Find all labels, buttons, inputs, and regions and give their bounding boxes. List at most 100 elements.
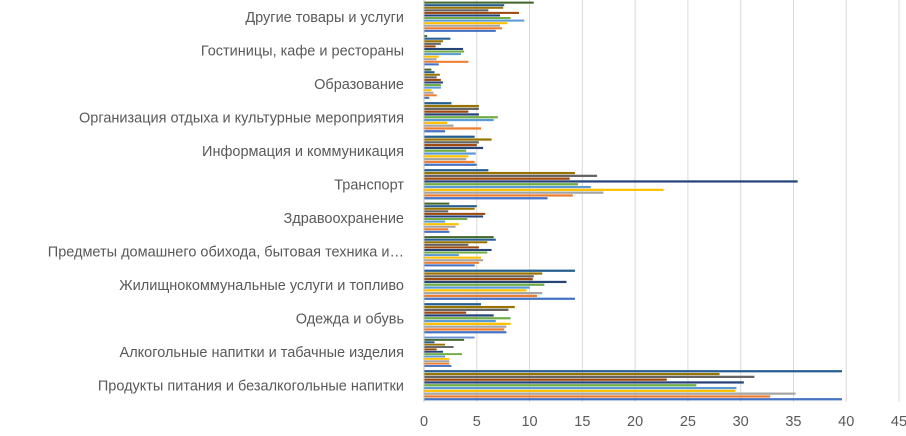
bar <box>424 63 439 66</box>
bar <box>424 283 545 286</box>
bar <box>424 124 454 127</box>
bar <box>424 197 548 200</box>
bar <box>424 6 504 9</box>
bar <box>424 116 498 119</box>
bar <box>424 360 450 363</box>
bar <box>424 395 771 398</box>
bar <box>424 47 464 50</box>
bar <box>424 372 720 376</box>
bar <box>424 348 437 351</box>
category-label: Гостиницы, кафе и рестораны <box>201 43 404 59</box>
bar <box>424 381 744 384</box>
bar <box>424 169 489 172</box>
bar <box>424 207 475 210</box>
bar <box>424 84 441 87</box>
x-tick-label: 20 <box>627 414 643 430</box>
bar <box>424 73 440 76</box>
bar <box>424 89 432 92</box>
bar <box>424 102 452 105</box>
bar <box>424 230 450 233</box>
bar <box>424 308 509 311</box>
bar <box>424 121 448 124</box>
bar <box>424 389 736 392</box>
bar <box>424 215 484 218</box>
bar <box>424 35 428 38</box>
bar <box>424 378 667 381</box>
bar <box>424 384 697 387</box>
bar <box>424 76 437 79</box>
category-label: Продукты питания и безалкогольные напитк… <box>98 378 404 394</box>
bar <box>424 305 515 309</box>
bar <box>424 319 496 323</box>
bar <box>424 269 575 272</box>
category-label: Одежда и обувь <box>296 311 404 327</box>
bar <box>424 174 598 177</box>
bar <box>424 17 511 20</box>
bar <box>424 183 579 186</box>
bar <box>424 331 507 334</box>
bar <box>424 185 591 189</box>
bar <box>424 223 459 226</box>
bar <box>424 362 450 365</box>
bar <box>424 259 484 262</box>
bar <box>424 144 477 147</box>
bar <box>424 24 500 27</box>
bar <box>424 346 454 348</box>
bar <box>424 60 469 63</box>
category-label: Транспорт <box>334 177 404 193</box>
category-labels: Продукты питания и безалкогольные напитк… <box>48 10 405 395</box>
bar <box>424 180 798 183</box>
x-tick-label: 15 <box>574 414 590 430</box>
bar <box>424 370 842 373</box>
bar <box>424 171 575 175</box>
bar <box>424 246 479 249</box>
bar <box>424 303 481 306</box>
bar <box>424 118 494 122</box>
bar <box>424 37 451 40</box>
bar <box>424 357 450 360</box>
category-label: Информация и коммуникация <box>202 144 404 160</box>
x-tick-label: 5 <box>473 414 481 430</box>
bar <box>424 275 534 278</box>
bar <box>424 194 573 197</box>
category-label: Предметы домашнего обихода, бытовая техн… <box>48 244 404 260</box>
bar <box>424 292 543 295</box>
bar <box>424 341 435 344</box>
bar <box>424 81 443 84</box>
bar <box>424 191 604 194</box>
bar <box>424 149 467 152</box>
bar <box>424 241 488 244</box>
bar <box>424 9 489 12</box>
bar <box>424 355 446 358</box>
bar <box>424 218 468 221</box>
bar <box>424 210 449 213</box>
bar <box>424 135 475 138</box>
bar <box>424 278 533 281</box>
bar <box>424 96 430 99</box>
bar <box>424 58 437 61</box>
bar <box>424 53 461 56</box>
category-label: Алкогольные напитки и табачные изделия <box>120 345 404 361</box>
bar <box>424 398 842 401</box>
bar <box>424 50 465 53</box>
x-tick-label: 45 <box>891 414 906 430</box>
bar <box>424 29 496 32</box>
x-tick-label: 0 <box>420 414 428 430</box>
bar <box>424 177 570 180</box>
bar <box>424 386 737 390</box>
category-label: Другие товары и услуги <box>245 10 404 26</box>
category-label: Здравоохранение <box>284 211 404 227</box>
bar <box>424 311 467 314</box>
bar <box>424 325 507 328</box>
bar <box>424 86 441 89</box>
bar <box>424 286 530 289</box>
bar <box>424 1 534 4</box>
bar <box>424 163 477 166</box>
bar <box>424 91 434 94</box>
bar <box>424 94 437 97</box>
bar <box>424 228 449 231</box>
x-tick-label: 35 <box>785 414 801 430</box>
bar <box>424 202 450 205</box>
bar <box>424 297 575 300</box>
bar <box>424 22 508 25</box>
